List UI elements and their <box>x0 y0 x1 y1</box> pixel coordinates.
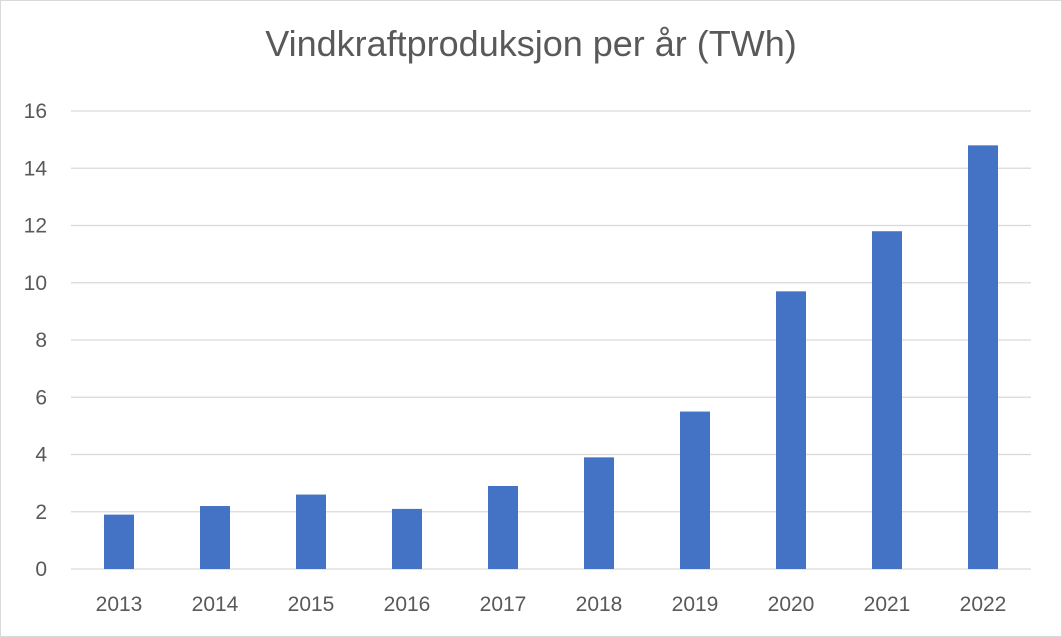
bars <box>104 145 998 569</box>
x-tick-label: 2022 <box>960 593 1007 616</box>
y-tick-label: 10 <box>24 272 47 295</box>
x-tick-label: 2013 <box>96 593 143 616</box>
x-tick-label: 2018 <box>576 593 623 616</box>
x-tick-label: 2021 <box>864 593 911 616</box>
gridlines <box>71 110 1031 570</box>
y-tick-label: 4 <box>35 444 47 467</box>
y-tick-label: 2 <box>35 501 47 524</box>
x-tick-label: 2016 <box>384 593 431 616</box>
y-tick-label: 8 <box>35 329 47 352</box>
y-tick-label: 12 <box>24 215 47 238</box>
x-tick-label: 2017 <box>480 593 527 616</box>
bar-2019 <box>680 411 710 569</box>
bar-2013 <box>104 514 134 569</box>
y-tick-label: 14 <box>24 157 48 180</box>
bar-2017 <box>488 485 518 569</box>
y-tick-label: 16 <box>24 100 47 123</box>
x-tick-label: 2015 <box>288 593 335 616</box>
bar-2016 <box>392 508 422 569</box>
x-tick-label: 2014 <box>192 593 239 616</box>
bar-2020 <box>776 291 806 569</box>
bar-2021 <box>872 231 902 569</box>
bar-2022 <box>968 145 998 569</box>
bar-2018 <box>584 457 614 569</box>
y-tick-label: 6 <box>35 386 47 409</box>
bar-2014 <box>200 506 230 569</box>
x-axis-tick-labels: 2013 2014 2015 2016 2017 2018 2019 2020 2021 2022 <box>96 593 1007 616</box>
bar-2015 <box>296 494 326 569</box>
chart-title: Vindkraftproduksjon per år (TWh) <box>265 23 797 64</box>
y-tick-label: 0 <box>35 558 47 581</box>
y-axis-tick-labels: 0 2 4 6 8 10 12 14 16 <box>24 100 48 581</box>
x-tick-label: 2019 <box>672 593 719 616</box>
x-tick-label: 2020 <box>768 593 815 616</box>
